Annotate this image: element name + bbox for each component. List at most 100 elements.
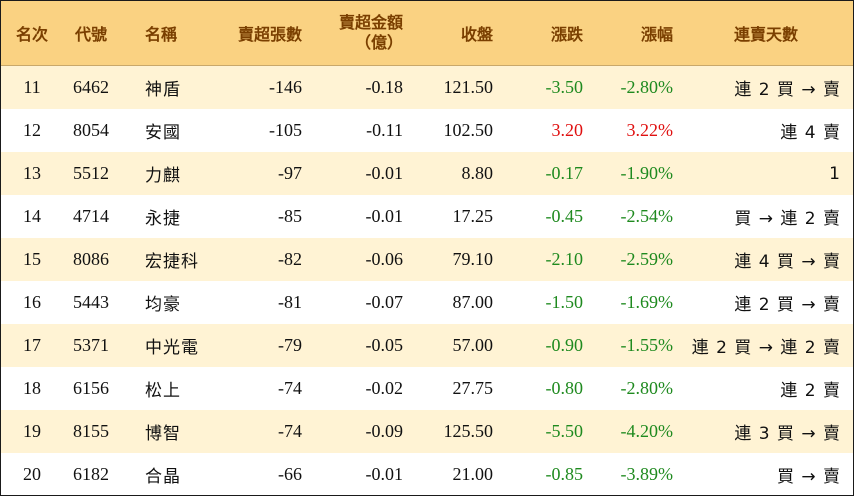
cell-change-pct: -2.54%: [620, 206, 674, 226]
cell-change-pct: -2.59%: [620, 249, 674, 269]
cell-rank: 20: [23, 464, 41, 484]
table-row[interactable]: 16 5443 均豪 -81 -0.07 87.00 -1.50 -1.69% 連 2 買 → …: [1, 281, 853, 324]
header-name[interactable]: 名稱: [145, 25, 178, 44]
cell-net-sell-lots: -74: [278, 378, 302, 398]
cell-net-sell-lots: -97: [278, 163, 302, 183]
cell-net-sell-amount: -0.07: [365, 292, 404, 312]
cell-name: 均豪: [145, 295, 181, 315]
cell-change-pct: -1.55%: [620, 335, 674, 355]
cell-close: 121.50: [443, 77, 494, 97]
cell-streak: 連 3 買 → 賣: [734, 424, 841, 444]
cell-code: 8086: [73, 249, 109, 269]
cell-name: 安國: [145, 123, 181, 143]
table-row[interactable]: 18 6156 松上 -74 -0.02 27.75 -0.80 -2.80% 連 2 賣: [1, 367, 853, 410]
cell-streak: 連 2 買 → 賣: [734, 80, 841, 100]
cell-rank: 19: [23, 421, 41, 441]
cell-name: 永捷: [145, 209, 181, 229]
cell-net-sell-amount: -0.01: [365, 464, 404, 484]
cell-net-sell-amount: -0.05: [365, 335, 404, 355]
cell-change-pct: -1.90%: [620, 163, 674, 183]
cell-change: -0.17: [545, 163, 584, 183]
table-row[interactable]: 11 6462 神盾 -146 -0.18 121.50 -3.50 -2.80% 連 2 買 …: [1, 66, 853, 109]
cell-streak: 1: [829, 163, 841, 184]
cell-close: 125.50: [443, 421, 494, 441]
header-rank[interactable]: 名次: [15, 25, 48, 44]
cell-net-sell-amount: -0.01: [365, 163, 404, 183]
header-change[interactable]: 漲跌: [550, 25, 583, 44]
cell-close: 8.80: [461, 163, 494, 183]
cell-name: 中光電: [145, 338, 199, 358]
cell-net-sell-lots: -146: [269, 77, 302, 97]
cell-net-sell-amount: -0.18: [365, 77, 404, 97]
cell-rank: 15: [23, 249, 41, 269]
table-row[interactable]: 20 6182 合晶 -66 -0.01 21.00 -0.85 -3.89% 買 → 賣: [1, 453, 853, 496]
cell-close: 57.00: [452, 335, 494, 355]
table-row[interactable]: 13 5512 力麒 -97 -0.01 8.80 -0.17 -1.90% 1: [1, 152, 853, 195]
cell-net-sell-amount: -0.09: [365, 421, 404, 441]
cell-streak: 連 2 買 → 連 2 賣: [691, 338, 841, 358]
cell-change: -0.45: [545, 206, 584, 226]
cell-net-sell-amount: -0.06: [365, 249, 404, 269]
cell-change-pct: -2.80%: [620, 378, 674, 398]
cell-code: 6462: [73, 77, 109, 97]
cell-change: -0.90: [545, 335, 584, 355]
cell-change: 3.20: [551, 120, 584, 140]
cell-change: -0.80: [545, 378, 584, 398]
header-net-sell-amount-label: 賣超金額: [338, 13, 403, 32]
cell-change: -3.50: [545, 77, 584, 97]
cell-code: 5512: [73, 163, 109, 183]
cell-close: 79.10: [452, 249, 494, 269]
header-net-sell-amount[interactable]: 賣超金額 （億）: [303, 1, 403, 65]
table-header: 名次 代號 名稱 賣超張數 賣超金額 （億） 收盤 漲跌 漲幅 連賣天數: [1, 1, 853, 66]
cell-change-pct: -2.80%: [620, 77, 674, 97]
header-net-sell-amount-unit: （億）: [354, 33, 403, 52]
cell-rank: 12: [23, 120, 41, 140]
cell-change: -2.10: [545, 249, 584, 269]
cell-code: 8054: [73, 120, 109, 140]
cell-code: 6156: [73, 378, 109, 398]
cell-net-sell-lots: -79: [278, 335, 302, 355]
cell-change-pct: -4.20%: [620, 421, 674, 441]
cell-streak: 連 2 買 → 賣: [734, 295, 841, 315]
table-row[interactable]: 17 5371 中光電 -79 -0.05 57.00 -0.90 -1.55% 連 2 買 →…: [1, 324, 853, 367]
table-row[interactable]: 19 8155 博智 -74 -0.09 125.50 -5.50 -4.20% 連 3 買 →…: [1, 410, 853, 453]
cell-net-sell-amount: -0.02: [365, 378, 404, 398]
header-streak[interactable]: 連賣天數: [733, 25, 798, 44]
cell-net-sell-lots: -105: [269, 120, 302, 140]
cell-change: -1.50: [545, 292, 584, 312]
table-row[interactable]: 14 4714 永捷 -85 -0.01 17.25 -0.45 -2.54% 買 → 連 2 …: [1, 195, 853, 238]
cell-close: 27.75: [452, 378, 494, 398]
cell-change-pct: -3.89%: [620, 464, 674, 484]
cell-rank: 13: [23, 163, 41, 183]
cell-streak: 連 2 賣: [780, 381, 841, 401]
header-close[interactable]: 收盤: [460, 25, 493, 44]
cell-net-sell-lots: -81: [278, 292, 302, 312]
cell-code: 6182: [73, 464, 109, 484]
cell-net-sell-lots: -66: [278, 464, 302, 484]
header-change-pct[interactable]: 漲幅: [640, 25, 673, 44]
cell-code: 5443: [73, 292, 109, 312]
cell-name: 博智: [145, 424, 181, 444]
cell-change-pct: -1.69%: [620, 292, 674, 312]
table-row[interactable]: 15 8086 宏捷科 -82 -0.06 79.10 -2.10 -2.59% 連 4 買 →…: [1, 238, 853, 281]
cell-streak: 買 → 連 2 賣: [734, 209, 841, 229]
cell-name: 合晶: [145, 467, 181, 487]
cell-rank: 18: [23, 378, 41, 398]
header-code[interactable]: 代號: [75, 25, 108, 44]
cell-streak: 買 → 賣: [776, 467, 841, 487]
table-row[interactable]: 12 8054 安國 -105 -0.11 102.50 3.20 3.22% 連 4 賣: [1, 109, 853, 152]
cell-change: -0.85: [545, 464, 584, 484]
cell-name: 神盾: [145, 80, 181, 100]
cell-change-pct: 3.22%: [626, 120, 674, 140]
cell-rank: 11: [23, 77, 41, 97]
cell-close: 17.25: [452, 206, 494, 226]
cell-name: 宏捷科: [145, 252, 199, 272]
cell-code: 5371: [73, 335, 109, 355]
cell-close: 21.00: [452, 464, 494, 484]
cell-rank: 17: [23, 335, 41, 355]
cell-rank: 14: [23, 206, 41, 226]
cell-code: 4714: [73, 206, 109, 226]
cell-net-sell-amount: -0.01: [365, 206, 404, 226]
cell-net-sell-lots: -85: [278, 206, 302, 226]
header-net-sell-lots[interactable]: 賣超張數: [237, 25, 302, 44]
